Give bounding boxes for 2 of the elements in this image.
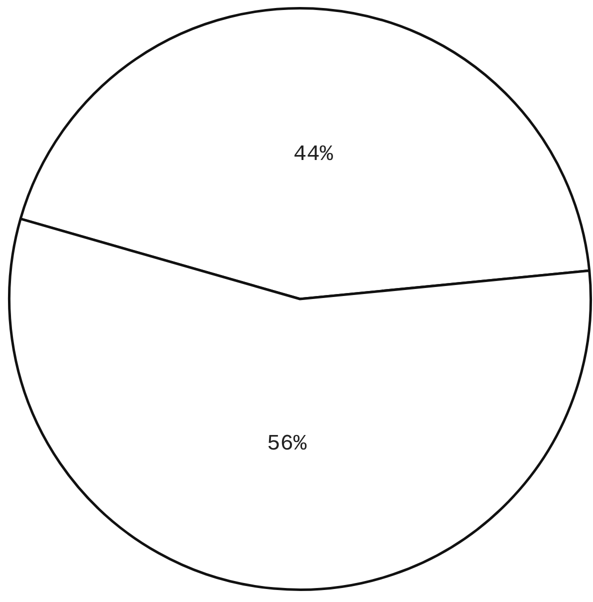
data-label: 56% (267, 432, 308, 457)
data-label: 44% (293, 142, 334, 168)
